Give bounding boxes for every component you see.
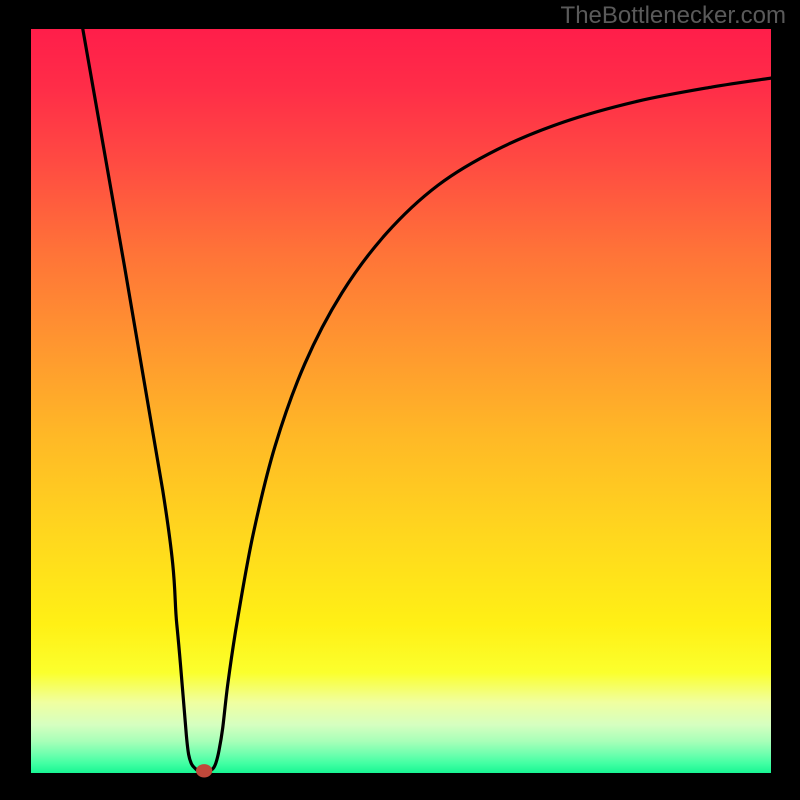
optimal-point-marker — [196, 764, 212, 777]
gradient-background — [31, 29, 771, 773]
bottleneck-chart — [0, 0, 800, 800]
watermark-text: TheBottlenecker.com — [561, 2, 786, 30]
chart-container: TheBottlenecker.com — [0, 0, 800, 800]
